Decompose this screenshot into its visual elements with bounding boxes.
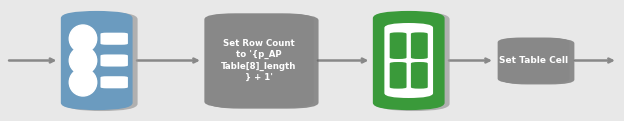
FancyBboxPatch shape <box>498 38 569 83</box>
FancyBboxPatch shape <box>100 54 128 67</box>
FancyBboxPatch shape <box>411 62 428 89</box>
FancyBboxPatch shape <box>100 33 128 45</box>
Text: Set Row Count
to '{p_AP
Table[8]_length
} + 1': Set Row Count to '{p_AP Table[8]_length … <box>222 39 296 82</box>
FancyBboxPatch shape <box>411 32 428 59</box>
FancyBboxPatch shape <box>66 12 137 111</box>
Text: Set Table Cell: Set Table Cell <box>499 56 568 65</box>
Ellipse shape <box>69 69 97 96</box>
FancyBboxPatch shape <box>384 23 433 98</box>
FancyBboxPatch shape <box>100 76 128 88</box>
FancyBboxPatch shape <box>205 13 313 108</box>
FancyBboxPatch shape <box>503 38 574 84</box>
FancyBboxPatch shape <box>61 11 133 110</box>
FancyBboxPatch shape <box>389 32 407 59</box>
FancyBboxPatch shape <box>373 11 444 110</box>
Ellipse shape <box>69 47 97 74</box>
FancyBboxPatch shape <box>210 14 318 109</box>
FancyBboxPatch shape <box>389 62 407 89</box>
FancyBboxPatch shape <box>378 12 449 111</box>
Ellipse shape <box>69 25 97 52</box>
